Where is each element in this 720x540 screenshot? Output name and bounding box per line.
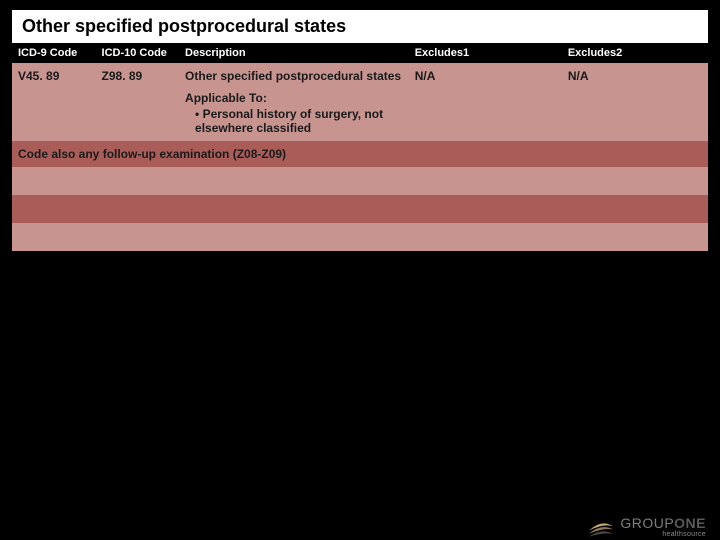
- desc-extra: Applicable To: Personal history of surge…: [185, 91, 403, 135]
- logo-text-one: ONE: [674, 515, 706, 531]
- table-row: Code also any follow-up examination (Z08…: [12, 141, 708, 167]
- cell-icd10: Z98. 89: [96, 63, 180, 141]
- cell-icd9: V45. 89: [12, 63, 96, 141]
- code-table: ICD-9 Code ICD-10 Code Description Exclu…: [12, 43, 708, 251]
- col-ex2: Excludes2: [562, 43, 708, 63]
- desc-extra-title: Applicable To:: [185, 91, 403, 105]
- logo-swoosh-icon: [586, 514, 616, 540]
- logo-text-group: GROUP: [620, 515, 674, 531]
- cell-empty: [12, 167, 708, 195]
- slide: Other specified postprocedural states IC…: [0, 10, 720, 540]
- logo-text: GROUPONE: [620, 516, 706, 530]
- col-ex1: Excludes1: [409, 43, 562, 63]
- logo-text-wrap: GROUPONE healthsource: [620, 516, 706, 538]
- table-row: V45. 89 Z98. 89 Other specified postproc…: [12, 63, 708, 141]
- col-icd10: ICD-10 Code: [96, 43, 180, 63]
- col-icd9: ICD-9 Code: [12, 43, 96, 63]
- table-row: [12, 195, 708, 223]
- col-desc: Description: [179, 43, 409, 63]
- cell-desc: Other specified postprocedural states Ap…: [179, 63, 409, 141]
- cell-empty: [12, 223, 708, 251]
- table-row: [12, 223, 708, 251]
- table-row: [12, 167, 708, 195]
- cell-ex1: N/A: [409, 63, 562, 141]
- page-title: Other specified postprocedural states: [12, 10, 708, 43]
- cell-span-note: Code also any follow-up examination (Z08…: [12, 141, 708, 167]
- desc-main: Other specified postprocedural states: [185, 69, 403, 83]
- logo-subtext: healthsource: [620, 531, 706, 538]
- desc-extra-item: Personal history of surgery, not elsewhe…: [195, 107, 403, 135]
- cell-empty: [12, 195, 708, 223]
- footer-logo: GROUPONE healthsource: [586, 514, 706, 540]
- cell-ex2: N/A: [562, 63, 708, 141]
